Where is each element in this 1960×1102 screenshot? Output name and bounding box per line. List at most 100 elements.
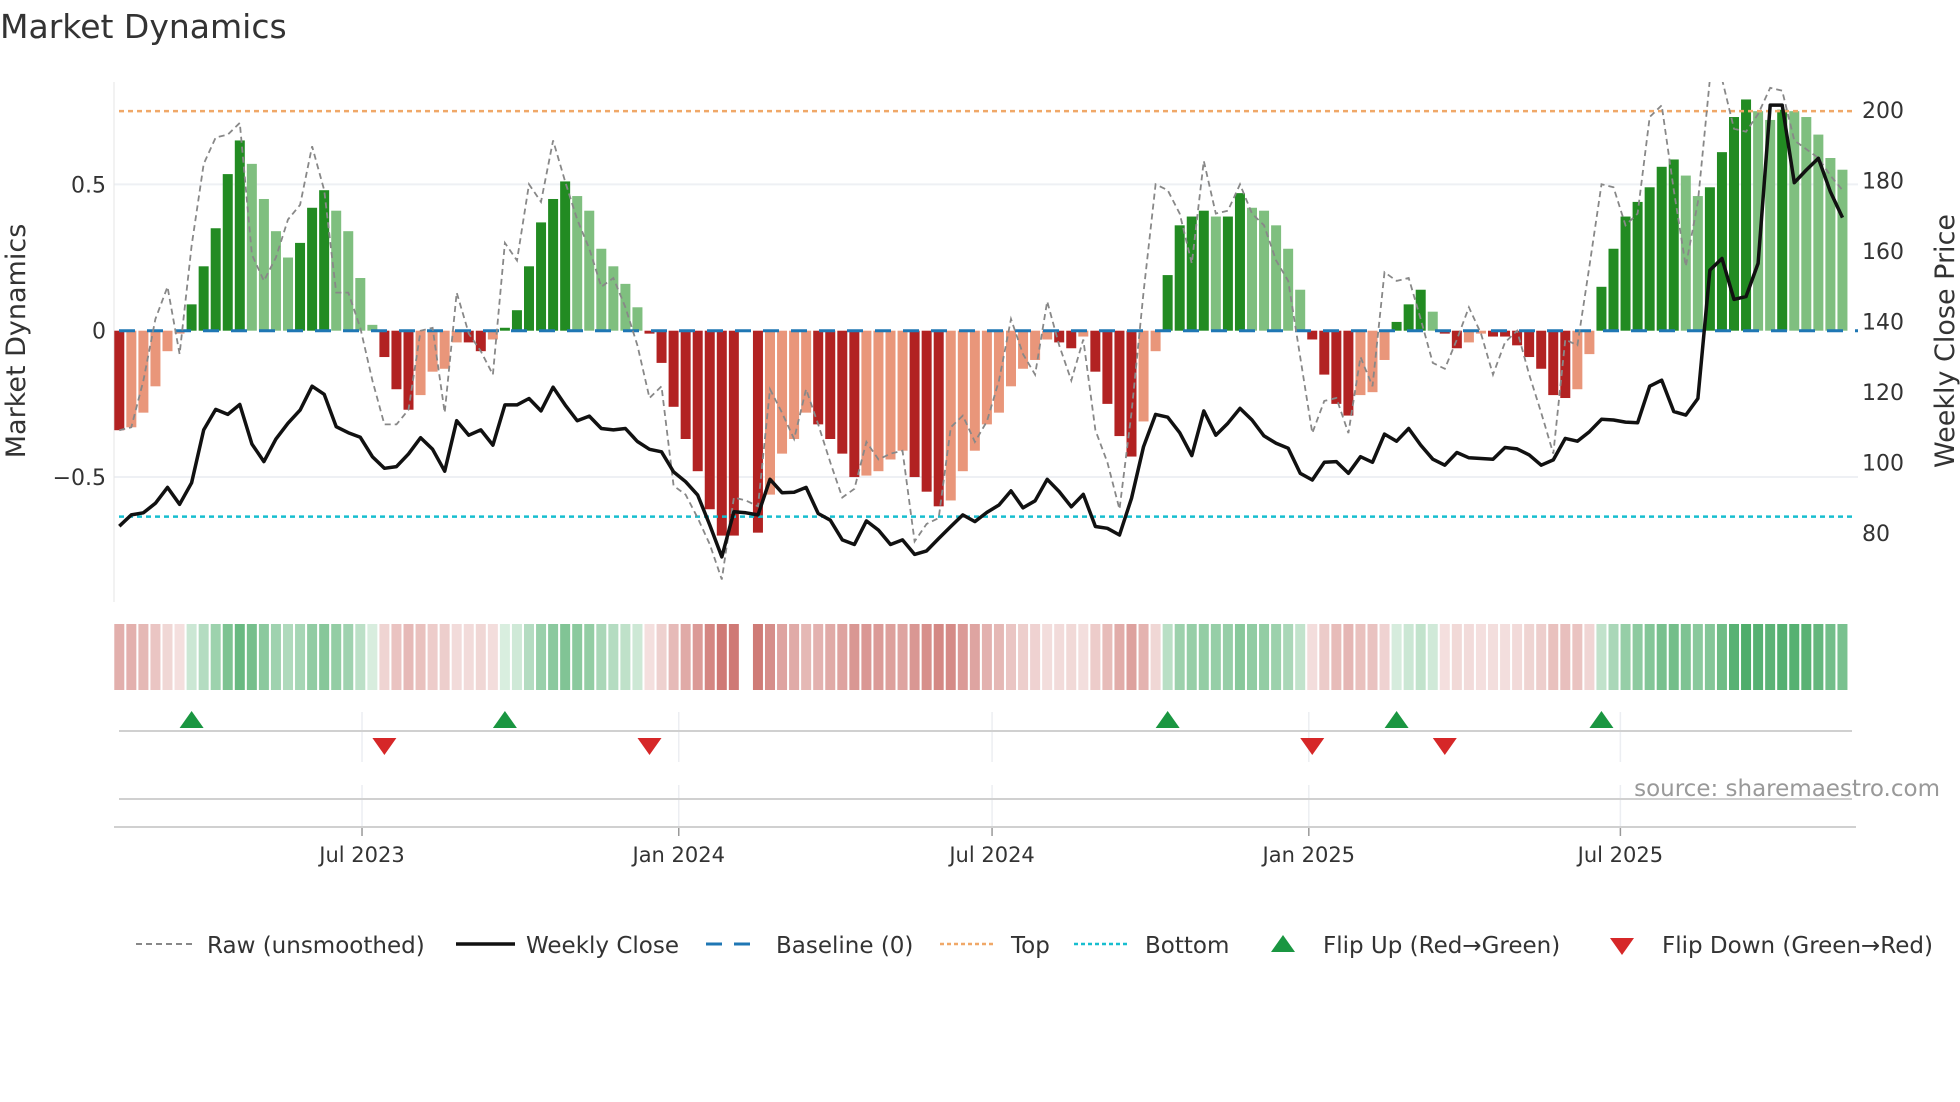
heat-strip-cell (825, 624, 836, 690)
momentum-bar (524, 266, 534, 331)
heat-strip-cell (1837, 624, 1848, 690)
heat-strip-cell (1138, 624, 1149, 690)
heat-strip-cell (909, 624, 920, 690)
heat-strip-cell (584, 624, 595, 690)
momentum-bar (993, 330, 1004, 413)
momentum-bar (475, 330, 486, 352)
momentum-bar (957, 330, 968, 472)
heat-strip-cell (1319, 624, 1330, 690)
momentum-bar (162, 330, 173, 352)
heat-strip-cell (1463, 624, 1474, 690)
legend-flip-down-icon (1610, 938, 1634, 955)
momentum-bar (668, 330, 679, 407)
momentum-bar (1186, 216, 1197, 331)
momentum-bar (1680, 175, 1691, 331)
heat-strip-cell (367, 624, 378, 690)
heat-strip-cell (692, 624, 703, 690)
momentum-bar (1259, 210, 1270, 331)
momentum-bar (1138, 330, 1149, 422)
heat-strip-cell (439, 624, 450, 690)
y2-tick-label: 140 (1862, 311, 1904, 336)
momentum-bar (1307, 330, 1318, 340)
flip-markers (179, 711, 1614, 755)
x-tick-label: Jan 2025 (1261, 843, 1356, 867)
heat-strip-cell (1512, 624, 1523, 690)
momentum-bar (1692, 196, 1703, 331)
momentum-bar (1319, 330, 1330, 375)
momentum-bar (1789, 111, 1800, 331)
momentum-bar (295, 242, 306, 331)
heat-strip-cell (1307, 624, 1318, 690)
momentum-bar (1620, 216, 1631, 331)
heat-strip-cell (1283, 624, 1294, 690)
heat-strip-cell (319, 624, 330, 690)
momentum-bar (692, 330, 703, 472)
momentum-bar (885, 330, 896, 460)
heat-strip-cell (162, 624, 173, 690)
momentum-bar (1512, 330, 1523, 346)
momentum-bar (1018, 330, 1029, 369)
momentum-bar (367, 324, 378, 331)
momentum-bar (1054, 330, 1065, 343)
momentum-bar (355, 278, 366, 331)
momentum-bar (1066, 330, 1077, 349)
legend-close-label: Weekly Close (526, 933, 679, 959)
heat-strip-cell (186, 624, 197, 690)
heat-strip-cell (1343, 624, 1354, 690)
momentum-bar (1801, 117, 1812, 331)
momentum-bar (1427, 311, 1438, 331)
momentum-bar (1668, 159, 1679, 331)
heat-strip-cell (1620, 624, 1631, 690)
heat-strip-cell (1560, 624, 1571, 690)
heat-strip-cell (1632, 624, 1643, 690)
heat-strip-cell (849, 624, 860, 690)
y-tick-label: −0.5 (53, 466, 106, 491)
heat-strip-cell (511, 624, 522, 690)
heat-strip-cell (873, 624, 884, 690)
heat-strip-cell (258, 624, 269, 690)
momentum-bar (150, 330, 161, 387)
heat-strip-cell (1548, 624, 1559, 690)
flip-down-marker (637, 738, 662, 755)
heat-strip-cell (499, 624, 510, 690)
heat-strip-cell (656, 624, 667, 690)
heat-strip-cell (210, 624, 221, 690)
heat-strip-cell (1186, 624, 1197, 690)
momentum-bar (1030, 330, 1041, 360)
momentum-bar (981, 330, 992, 425)
heat-strip-cell (1427, 624, 1438, 690)
heat-strip-cell (1403, 624, 1414, 690)
heat-strip-cell (560, 624, 571, 690)
momentum-bar (1729, 117, 1739, 331)
heat-strip-cell (1765, 624, 1776, 690)
flip-up-marker (1155, 711, 1180, 728)
momentum-bar (331, 210, 342, 331)
momentum-bars (114, 99, 1848, 536)
heat-strip-cell (1259, 624, 1270, 690)
heat-strip-cell (355, 624, 366, 690)
heat-strip-cell (1247, 624, 1257, 690)
momentum-bar (680, 330, 691, 439)
heat-strip-cell (1668, 624, 1679, 690)
momentum-bar (1379, 330, 1390, 360)
momentum-bar (1283, 248, 1294, 331)
heat-strip-cell (1584, 624, 1595, 690)
momentum-bar (1222, 216, 1233, 331)
y2-tick-label: 160 (1862, 240, 1904, 265)
heat-strip-cell (246, 624, 257, 690)
heat-strip-cell (1415, 624, 1426, 690)
heat-strip-cell (993, 624, 1004, 690)
momentum-bar (283, 257, 293, 331)
heat-strip-cell (174, 624, 185, 690)
momentum-bar (572, 196, 583, 331)
momentum-bar (1536, 330, 1547, 369)
gridlines (114, 183, 1858, 479)
flip-down-marker (372, 738, 397, 755)
momentum-bar (391, 330, 402, 390)
momentum-bar (1271, 225, 1282, 331)
heat-strip-cell (981, 624, 992, 690)
heat-strip-cell (620, 624, 631, 690)
heat-strip-cell (1198, 624, 1209, 690)
momentum-bar (921, 330, 932, 492)
momentum-bar (728, 330, 739, 536)
